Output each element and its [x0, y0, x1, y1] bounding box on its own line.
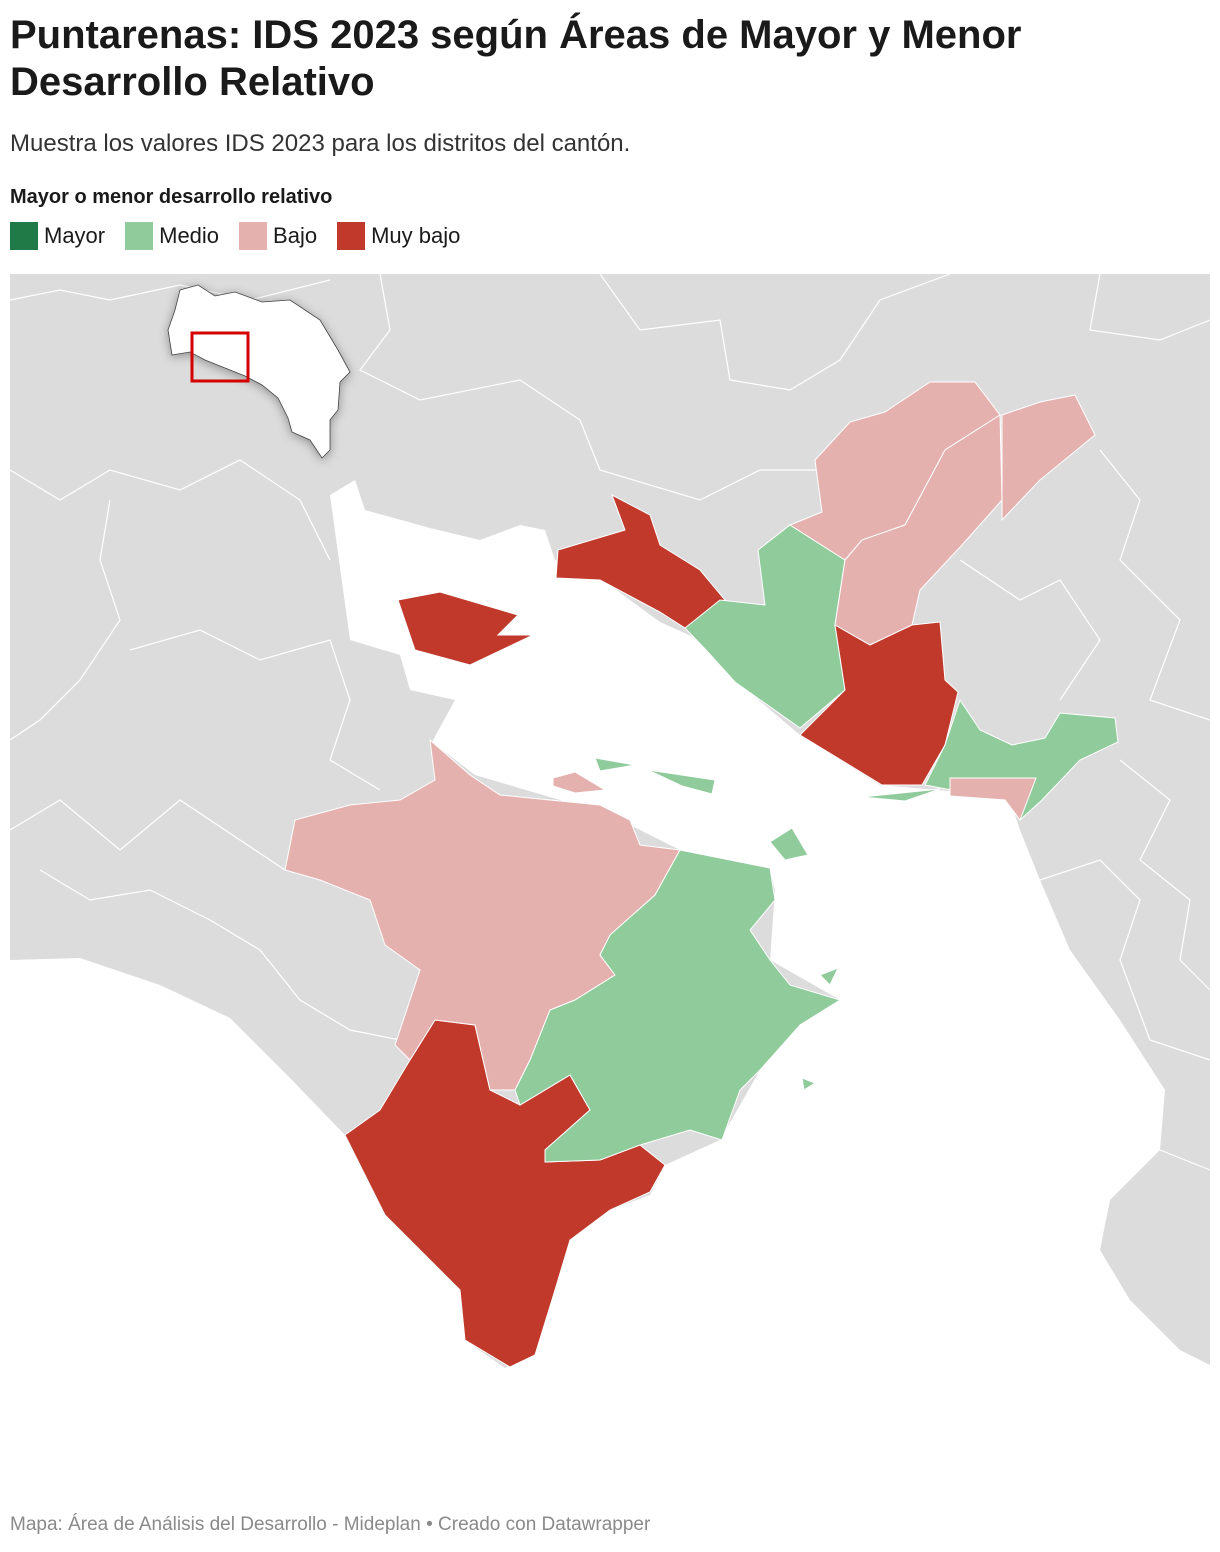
locator-inset — [167, 284, 351, 459]
map — [9, 273, 1211, 1470]
legend-swatch — [337, 222, 366, 250]
legend-label: Mayor — [44, 223, 106, 248]
districts — [284, 381, 1119, 1368]
legend-item: Mayor — [10, 222, 105, 250]
legend-swatch — [239, 222, 268, 250]
sea — [10, 480, 1210, 1470]
district — [647, 769, 716, 795]
country-outline — [167, 284, 351, 459]
footer: Mapa: Área de Análisis del Desarrollo - … — [10, 1514, 651, 1535]
legend-title: Mayor o menor desarrollo relativo — [10, 186, 333, 208]
legend-label: Medio — [159, 223, 220, 248]
district — [801, 1077, 817, 1091]
legend-label: Muy bajo — [371, 223, 461, 248]
district — [1001, 394, 1096, 522]
legend-item: Medio — [125, 222, 219, 250]
subtitle: Muestra los valores IDS 2023 para los di… — [10, 130, 631, 157]
district — [799, 621, 959, 786]
legend-item: Bajo — [239, 222, 317, 250]
legend: Mayor Medio Bajo Muy bajo — [10, 222, 460, 250]
district — [555, 493, 726, 629]
title: Puntarenas: IDS 2023 según Áreas de Mayo… — [10, 13, 1022, 104]
district — [769, 827, 809, 861]
district — [397, 591, 534, 666]
locator-box — [190, 331, 250, 383]
district-borders — [9, 273, 1211, 1171]
legend-item: Muy bajo — [337, 222, 460, 250]
district — [949, 777, 1037, 822]
district — [861, 788, 941, 802]
legend-label: Bajo — [273, 223, 318, 248]
legend-swatch — [10, 222, 38, 250]
district — [819, 967, 839, 986]
district — [594, 757, 636, 772]
district — [552, 771, 607, 794]
district — [514, 849, 842, 1163]
legend-swatch — [125, 222, 154, 250]
